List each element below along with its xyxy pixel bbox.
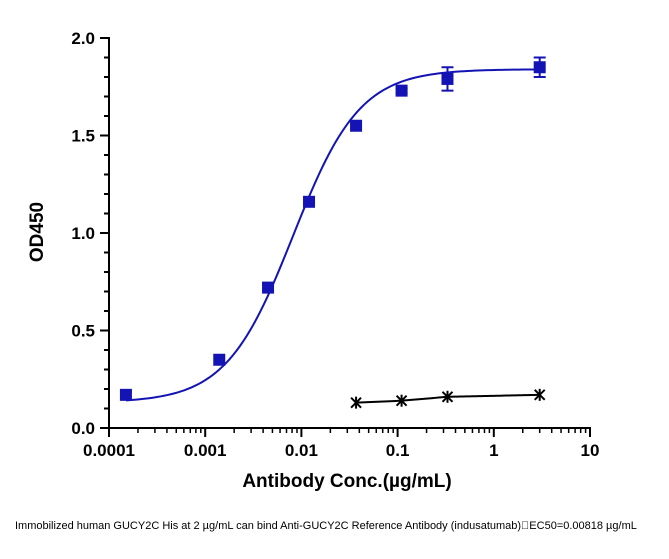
fit-curves bbox=[125, 68, 540, 404]
y-tick-label: 1.5 bbox=[71, 127, 95, 146]
y-tick-label: 0.0 bbox=[71, 419, 95, 438]
x-tick-label: 1 bbox=[489, 441, 498, 460]
y-tick-label: 0.5 bbox=[71, 322, 95, 341]
data-point-star bbox=[350, 396, 362, 409]
y-axis-title: OD450 bbox=[27, 202, 48, 262]
data-point-square bbox=[395, 84, 408, 97]
data-point-star bbox=[441, 390, 454, 403]
data-point-star bbox=[395, 394, 408, 407]
data-point-square bbox=[350, 119, 363, 132]
x-tick-label: 0.1 bbox=[386, 441, 410, 460]
chart: 0.0 0.5 1.0 1.5 2.0 0.0001 0.001 0.01 0.1 1 10 Ant… bbox=[27, 29, 599, 492]
x-tick-label: 0.001 bbox=[184, 441, 227, 460]
x-tick-label: 0.0001 bbox=[83, 441, 135, 460]
data-point-star bbox=[533, 388, 546, 401]
axes bbox=[108, 37, 591, 429]
data-point-square bbox=[303, 195, 316, 208]
data-point-square bbox=[213, 353, 226, 366]
chart-caption: Immobilized human GUCY2C His at 2 µg/mL … bbox=[15, 520, 637, 532]
data-point-square bbox=[262, 281, 275, 294]
x-tick-label: 10 bbox=[581, 441, 600, 460]
data-marks bbox=[119, 56, 546, 409]
data-point-square bbox=[533, 61, 546, 74]
y-tick-label: 1.0 bbox=[71, 224, 95, 243]
y-tick-label: 2.0 bbox=[71, 29, 95, 48]
data-point-square bbox=[441, 72, 454, 85]
tick-group: 0.0 0.5 1.0 1.5 2.0 0.0001 0.001 0.01 0.1 1 10 bbox=[71, 29, 599, 460]
x-axis-title: Antibody Conc.(µg/mL) bbox=[242, 471, 451, 492]
fit-curve-1 bbox=[125, 68, 540, 402]
x-tick-label: 0.01 bbox=[285, 441, 318, 460]
data-point-square bbox=[119, 388, 132, 401]
